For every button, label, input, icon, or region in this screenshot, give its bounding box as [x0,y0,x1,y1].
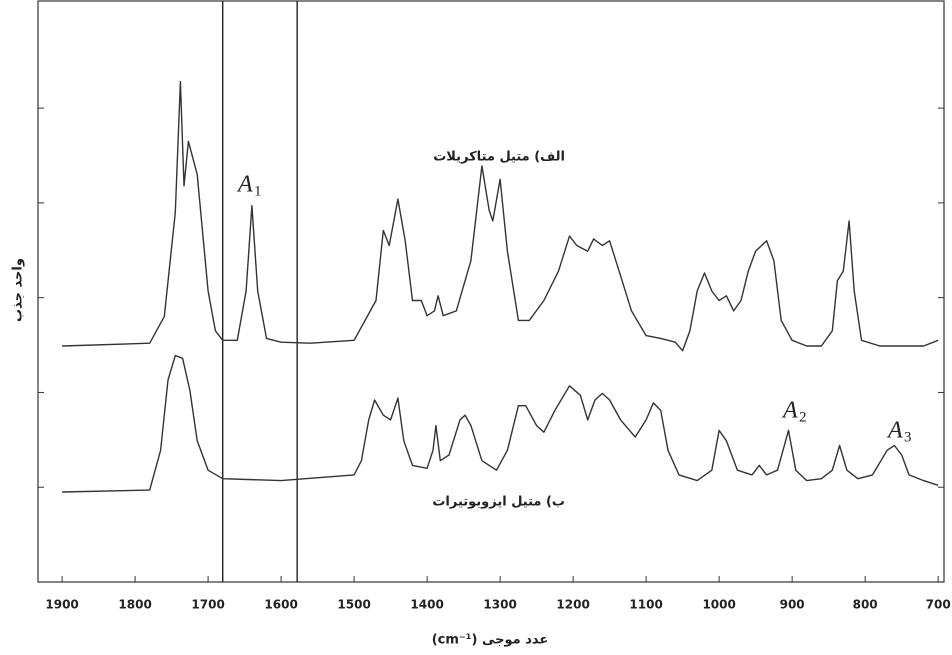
x-tick-label: 800 [853,598,878,612]
plot-frame [37,0,945,583]
series-label: الف) متیل متاکریلات [433,150,565,165]
x-tick-label: 1500 [337,598,370,612]
x-tick-label: 1300 [483,598,516,612]
x-tick-label: 1800 [118,598,151,612]
x-tick-label: 1200 [556,598,589,612]
spectrum-line [62,80,939,352]
series-label: ب) متیل ایزوبوتیرات [432,495,565,510]
x-tick-label: 700 [926,598,951,612]
annotation: A [886,418,903,444]
annotation: A [781,398,798,424]
x-tick-label: 1000 [702,598,735,612]
x-tick-label: 1900 [45,598,78,612]
x-tick-label: 1600 [264,598,297,612]
y-axis-label: واحد جذب [11,258,26,322]
annotation: A [236,172,253,198]
x-tick-label: 1100 [629,598,662,612]
x-tick-label: 1700 [191,598,224,612]
annotation-subscript: 3 [904,429,912,445]
x-axis-label: عدد موجی (cm⁻¹) [432,633,549,648]
annotation-subscript: 2 [799,409,807,425]
spectrum-line [62,354,939,493]
x-tick-label: 900 [780,598,805,612]
x-tick-label: 1400 [410,598,443,612]
annotation-subscript: 1 [254,183,262,199]
